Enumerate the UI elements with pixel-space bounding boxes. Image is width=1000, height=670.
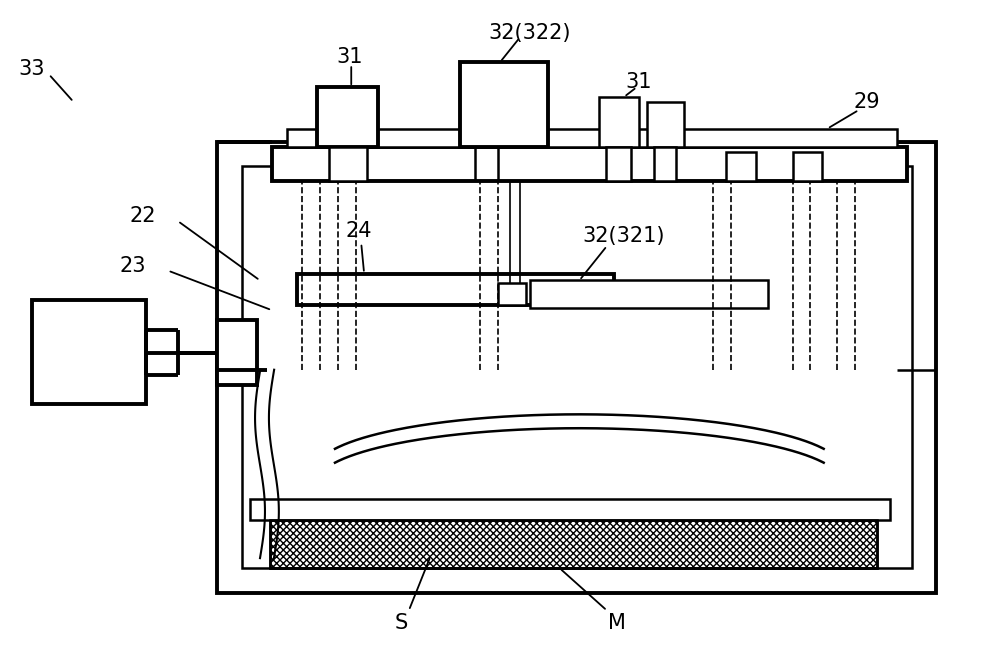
Bar — [654, 147, 676, 182]
Bar — [606, 147, 631, 182]
Bar — [287, 129, 897, 147]
Bar — [242, 166, 912, 568]
Bar — [599, 97, 639, 147]
Text: 31: 31 — [626, 72, 652, 92]
Text: 33: 33 — [19, 59, 45, 79]
Bar — [793, 151, 822, 182]
Text: 32(321): 32(321) — [583, 226, 665, 246]
Bar — [32, 300, 146, 405]
Bar — [250, 498, 890, 521]
Text: 23: 23 — [120, 255, 146, 275]
Bar — [329, 147, 367, 182]
Bar — [297, 273, 614, 306]
Bar — [270, 521, 877, 568]
Text: 24: 24 — [346, 221, 372, 241]
Bar — [272, 147, 907, 182]
Text: 32(322): 32(322) — [489, 23, 571, 42]
Text: 22: 22 — [130, 206, 156, 226]
Bar — [498, 283, 526, 306]
Bar — [217, 320, 257, 385]
Bar — [270, 521, 877, 568]
Text: S: S — [394, 612, 407, 632]
Bar — [530, 281, 768, 308]
Bar — [217, 141, 936, 593]
Bar — [726, 151, 756, 182]
Bar — [647, 102, 684, 147]
Bar — [317, 87, 378, 147]
Text: 31: 31 — [336, 48, 363, 67]
Bar — [460, 62, 548, 147]
Text: 29: 29 — [854, 92, 880, 112]
Text: M: M — [608, 612, 626, 632]
